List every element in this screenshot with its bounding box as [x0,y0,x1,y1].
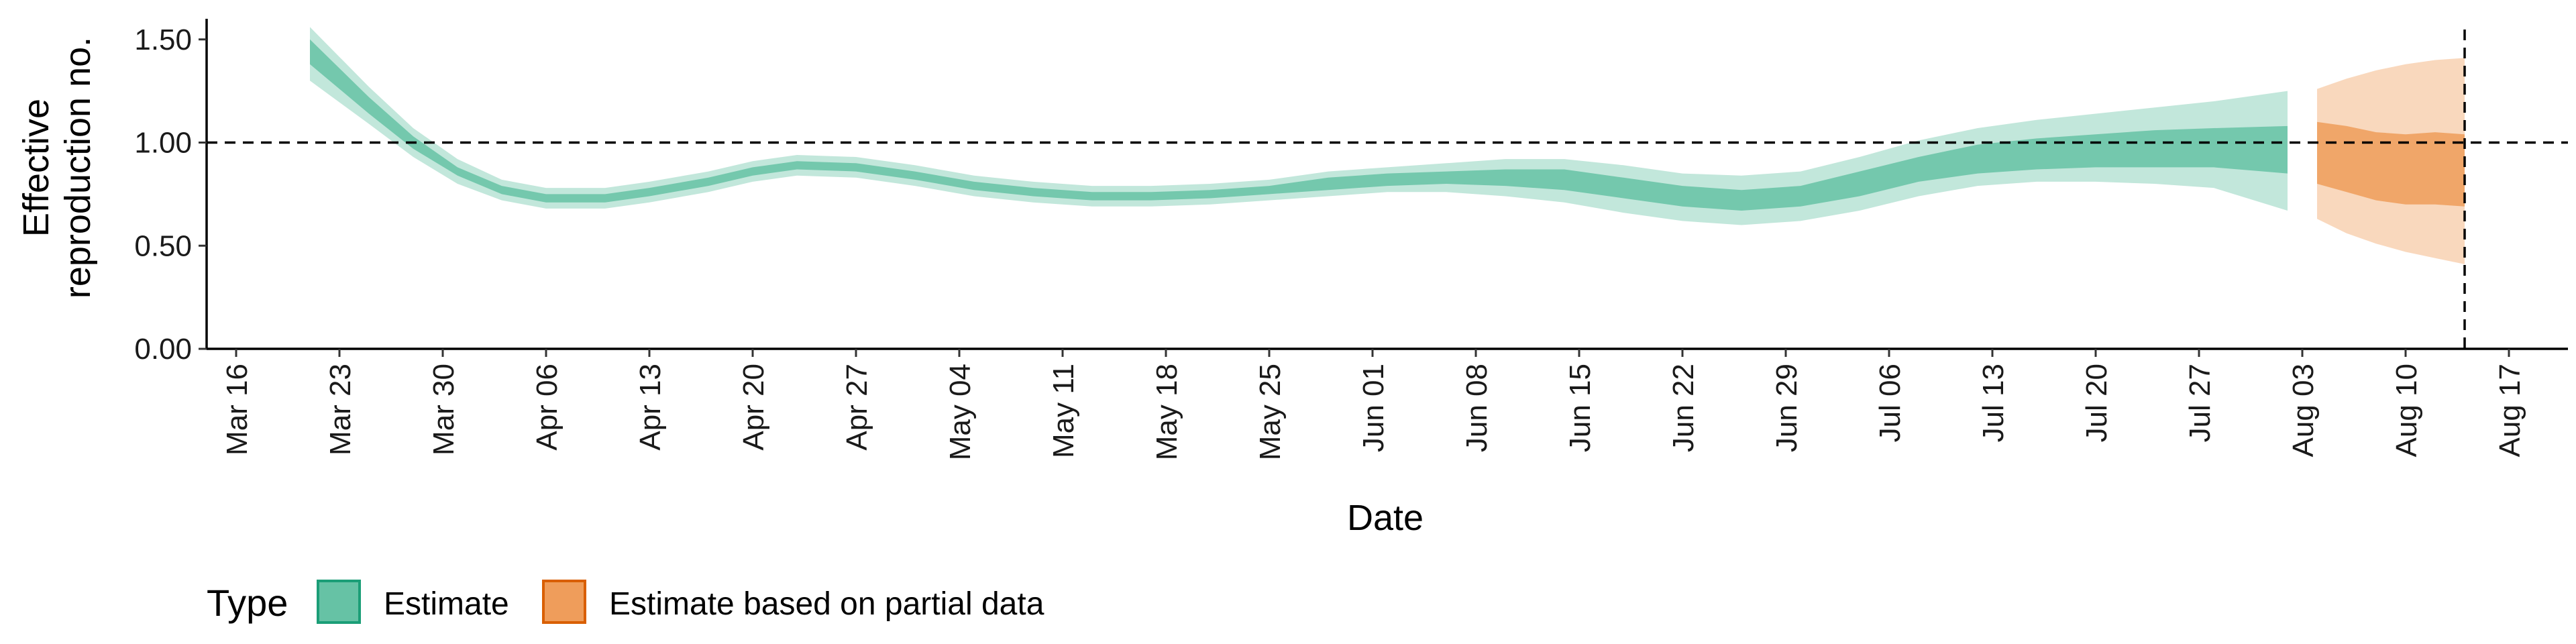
x-tick-label: Aug 17 [2493,364,2526,457]
x-tick-label: Jun 01 [1357,364,1390,452]
x-tick-label: Jun 15 [1564,364,1597,452]
x-tick-label: Apr 27 [841,364,873,451]
x-tick-label: Jun 22 [1667,364,1700,452]
legend-swatch-estimate [317,580,361,624]
x-tick-label: May 04 [944,364,977,460]
y-tick-label: 0.00 [134,333,192,366]
legend-label-estimate: Estimate [384,586,509,622]
x-tick-label: Apr 13 [634,364,667,451]
x-tick-label: Jul 06 [1874,364,1907,442]
y-axis-title-line1: Effective [16,99,56,237]
x-tick-label: Apr 20 [737,364,770,451]
x-tick-label: Mar 23 [324,364,357,455]
x-tick-label: Apr 06 [531,364,564,451]
plot-area [207,27,2568,349]
y-tick-label: 1.00 [134,127,192,160]
legend: Type Estimate Estimate based on partial … [207,580,1044,624]
x-tick-label: Jul 20 [2080,364,2113,442]
legend-label-partial: Estimate based on partial data [609,586,1044,622]
x-tick-label: May 18 [1150,364,1183,460]
x-tick-label: Jun 29 [1770,364,1803,452]
x-tick-label: May 11 [1047,364,1080,458]
y-tick-label: 1.50 [134,23,192,56]
x-tick-label: Jul 27 [2184,364,2216,442]
x-tick-label: Jun 08 [1460,364,1493,452]
band-inner-series-0 [310,39,2288,211]
x-tick-label: Aug 10 [2390,364,2423,457]
legend-swatch-partial [542,580,586,624]
band-outer-series-0 [310,27,2288,225]
x-tick-label: Mar 30 [427,364,460,455]
legend-title: Type [207,582,288,624]
y-tick-label: 0.50 [134,229,192,262]
axes: 0.00 0.50 1.00 1.50 Mar 16 Mar 23 Mar 30 Apr 06… [134,19,2568,460]
y-axis-title-line2: reproduction no. [58,37,98,299]
x-tick-label: Mar 16 [221,364,254,455]
x-tick-label: Jul 13 [1977,364,2010,442]
x-tick-label: Aug 03 [2287,364,2320,457]
x-axis-title: Date [1347,498,1424,538]
x-tick-label: May 25 [1254,364,1287,460]
